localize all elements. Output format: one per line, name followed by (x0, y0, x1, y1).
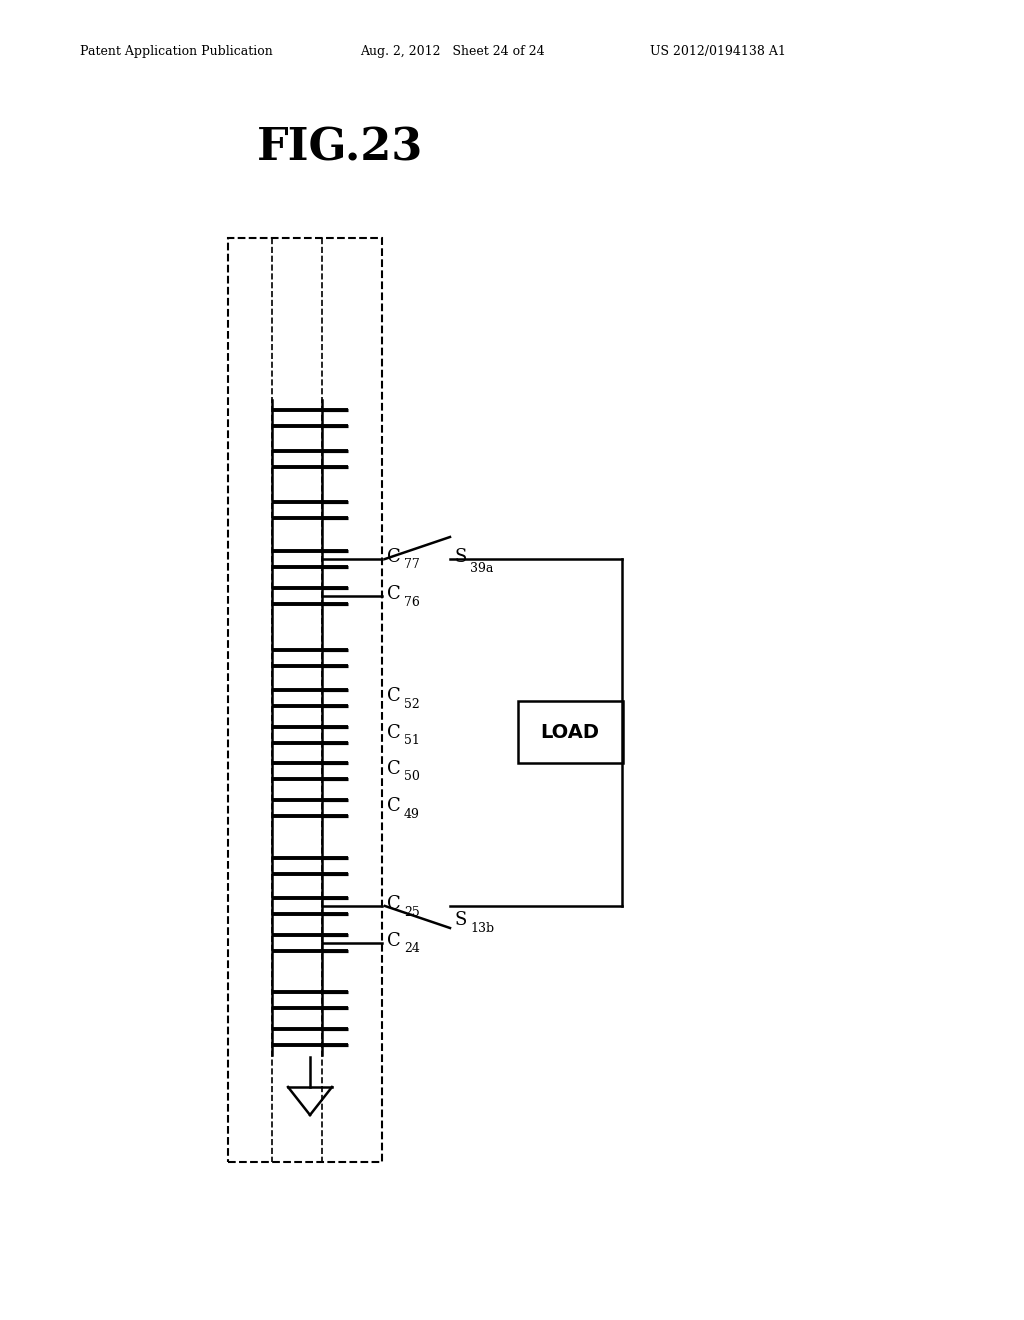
Text: 76: 76 (404, 595, 420, 609)
Text: Patent Application Publication: Patent Application Publication (80, 45, 272, 58)
Text: C: C (387, 686, 400, 705)
Text: 51: 51 (404, 734, 420, 747)
Text: C: C (387, 760, 400, 777)
Text: C: C (387, 548, 400, 566)
Text: S: S (454, 911, 466, 929)
Text: 77: 77 (404, 558, 420, 572)
Text: Aug. 2, 2012   Sheet 24 of 24: Aug. 2, 2012 Sheet 24 of 24 (360, 45, 545, 58)
Text: LOAD: LOAD (541, 722, 599, 742)
Text: 25: 25 (404, 906, 420, 919)
Text: 13b: 13b (470, 923, 495, 936)
Text: C: C (387, 723, 400, 742)
Text: 52: 52 (404, 697, 420, 710)
Text: S: S (454, 548, 466, 566)
Text: C: C (387, 797, 400, 814)
Text: 24: 24 (404, 942, 420, 956)
Text: C: C (387, 585, 400, 603)
Bar (228, 238, 382, 1162)
Bar (518, 701, 623, 763)
Text: 50: 50 (404, 771, 420, 784)
Text: US 2012/0194138 A1: US 2012/0194138 A1 (650, 45, 785, 58)
Text: C: C (387, 932, 400, 950)
Text: FIG.23: FIG.23 (257, 127, 423, 169)
Text: 39a: 39a (470, 561, 494, 574)
Text: C: C (387, 895, 400, 913)
Text: 49: 49 (404, 808, 420, 821)
